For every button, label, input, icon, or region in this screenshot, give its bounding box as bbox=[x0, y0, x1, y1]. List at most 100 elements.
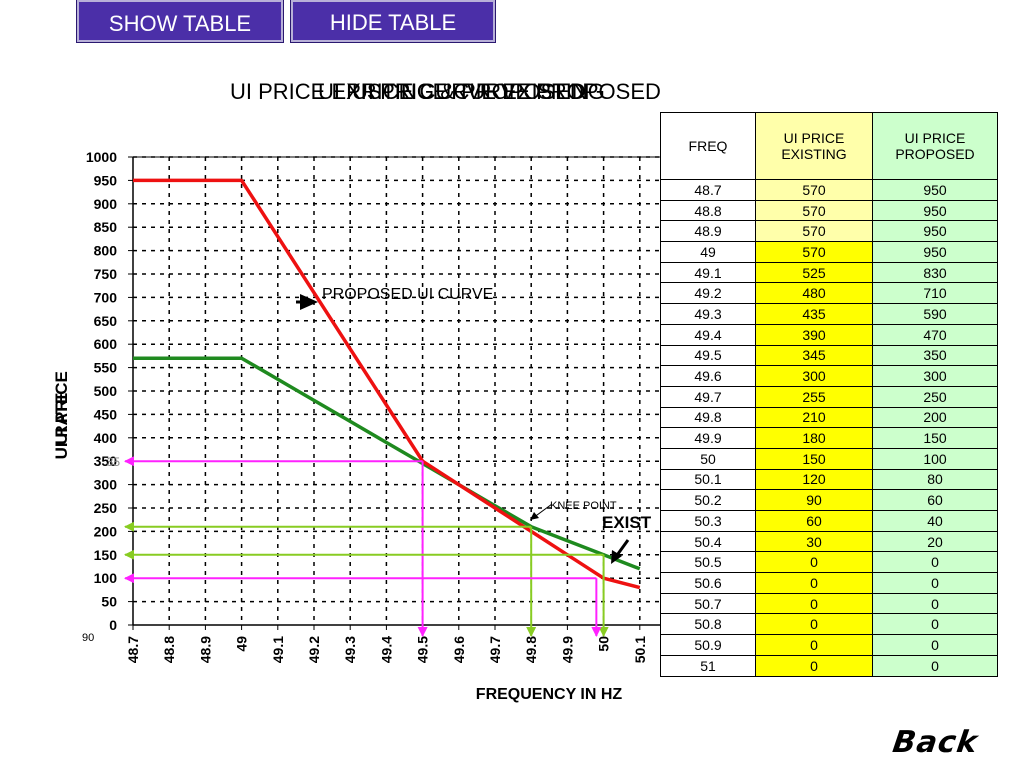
table-row: 50.9 0 0 bbox=[660, 634, 998, 656]
existing-curve-label: EXIST bbox=[602, 513, 652, 532]
cell-proposed: 830 bbox=[872, 261, 998, 284]
existing-series-line bbox=[133, 356, 641, 571]
y-tick-label: 350 bbox=[94, 453, 118, 469]
table-row: 50.6 0 0 bbox=[660, 572, 998, 594]
table-row: 49.3 435 590 bbox=[660, 303, 998, 325]
cell-existing: 390 bbox=[755, 323, 873, 346]
x-tick-label: 48.9 bbox=[197, 636, 213, 663]
x-tick-label: 49.8 bbox=[523, 636, 539, 663]
y-tick-label: 700 bbox=[94, 289, 118, 305]
cell-freq: 49.9 bbox=[660, 427, 756, 449]
cell-proposed: 950 bbox=[872, 220, 998, 243]
cell-freq: 49.8 bbox=[660, 406, 756, 429]
cell-freq: 50.3 bbox=[660, 510, 756, 532]
cell-existing: 525 bbox=[755, 261, 873, 284]
cell-freq: 50.5 bbox=[660, 551, 756, 574]
table-row: 49.7 255 250 bbox=[660, 385, 998, 408]
table-row: 50.2 90 60 bbox=[660, 489, 998, 511]
cell-existing: 570 bbox=[755, 220, 873, 243]
cell-freq: 50.7 bbox=[660, 592, 756, 615]
cell-freq: 49.1 bbox=[660, 261, 756, 284]
y-tick-label: 1000 bbox=[86, 149, 117, 165]
cell-freq: 49.3 bbox=[660, 303, 756, 325]
cell-existing: 0 bbox=[755, 613, 873, 636]
cell-freq: 50.4 bbox=[660, 530, 756, 553]
cell-proposed: 950 bbox=[872, 241, 998, 263]
cell-existing: 180 bbox=[755, 427, 873, 449]
table-row: 50.3 60 40 bbox=[660, 510, 998, 532]
cell-proposed: 590 bbox=[872, 303, 998, 325]
y-tick-label: 500 bbox=[94, 383, 118, 399]
cell-existing: 210 bbox=[755, 406, 873, 429]
cell-freq: 49.5 bbox=[660, 344, 756, 367]
chart-title-existing: UI PRICE CURVE EXISTING bbox=[318, 79, 605, 104]
ui-price-table: FREQ UI PRICE EXISTING UI PRICE PROPOSED… bbox=[660, 112, 998, 677]
cell-existing: 150 bbox=[755, 447, 873, 470]
x-tick-label: 49.7 bbox=[487, 636, 503, 663]
cell-proposed: 350 bbox=[872, 344, 998, 367]
table-row: 50.5 0 0 bbox=[660, 551, 998, 574]
cell-existing: 300 bbox=[755, 365, 873, 387]
cell-freq: 50.6 bbox=[660, 572, 756, 594]
chart-title-proposed: UI PRICE CURVE PROPOSED bbox=[352, 79, 661, 104]
stray-label-90: 90 bbox=[82, 632, 94, 644]
cell-existing: 0 bbox=[755, 551, 873, 574]
table-row: 51 0 0 bbox=[660, 654, 998, 677]
show-table-button[interactable]: SHOW TABLE bbox=[76, 0, 284, 43]
header-existing: UI PRICE EXISTING bbox=[755, 112, 873, 180]
table-row: 49.9 180 150 bbox=[660, 427, 998, 449]
cell-proposed: 200 bbox=[872, 406, 998, 429]
y-tick-label: 250 bbox=[94, 500, 118, 516]
cell-proposed: 40 bbox=[872, 510, 998, 532]
cell-existing: 0 bbox=[755, 634, 873, 656]
x-tick-label: 49.5 bbox=[415, 636, 431, 663]
header-freq: FREQ bbox=[660, 112, 756, 180]
cell-proposed: 150 bbox=[872, 427, 998, 449]
y-tick-label: 200 bbox=[94, 523, 118, 539]
chart-title-combined: UI PRICE EXISTING & PROPOSED bbox=[230, 79, 586, 104]
y-axis-title-overlap: UI RATE bbox=[52, 393, 71, 460]
chart-guides bbox=[124, 456, 609, 637]
x-tick-label: 49.4 bbox=[378, 636, 394, 663]
table-row: 50.8 0 0 bbox=[660, 613, 998, 636]
x-tick-label: 49.3 bbox=[342, 636, 358, 663]
cell-proposed: 0 bbox=[872, 572, 998, 594]
cell-proposed: 60 bbox=[872, 489, 998, 511]
table-row: 49.4 390 470 bbox=[660, 323, 998, 346]
y-axis-title: UI PRICE bbox=[52, 371, 71, 445]
table-row: 50.7 0 0 bbox=[660, 592, 998, 615]
cell-proposed: 950 bbox=[872, 199, 998, 222]
hide-table-button[interactable]: HIDE TABLE bbox=[290, 0, 496, 43]
x-tick-label: 49.6 bbox=[451, 636, 467, 663]
table-row: 49.2 480 710 bbox=[660, 282, 998, 305]
cell-existing: 0 bbox=[755, 654, 873, 677]
back-link[interactable]: Back bbox=[890, 725, 981, 760]
cell-freq: 49.6 bbox=[660, 365, 756, 387]
cell-proposed: 950 bbox=[872, 179, 998, 201]
cell-proposed: 300 bbox=[872, 365, 998, 387]
cell-proposed: 0 bbox=[872, 551, 998, 574]
knee-point-arrowhead bbox=[530, 512, 539, 520]
cell-existing: 255 bbox=[755, 385, 873, 408]
table-row: 49.1 525 830 bbox=[660, 261, 998, 284]
y-tick-label: 150 bbox=[94, 547, 118, 563]
cell-proposed: 100 bbox=[872, 447, 998, 470]
cell-existing: 90 bbox=[755, 489, 873, 511]
y-tick-label: 650 bbox=[94, 313, 118, 329]
y-tick-label: 50 bbox=[101, 594, 117, 610]
cell-freq: 51 bbox=[660, 654, 756, 677]
y-tick-label: 800 bbox=[94, 243, 118, 259]
cell-freq: 49.2 bbox=[660, 282, 756, 305]
cell-freq: 49.7 bbox=[660, 385, 756, 408]
cell-existing: 570 bbox=[755, 199, 873, 222]
x-tick-label: 49.1 bbox=[270, 636, 286, 663]
cell-proposed: 250 bbox=[872, 385, 998, 408]
x-tick-label: 49.2 bbox=[306, 636, 322, 663]
cell-existing: 30 bbox=[755, 530, 873, 553]
y-tick-label: 450 bbox=[94, 406, 118, 422]
cell-freq: 50.1 bbox=[660, 468, 756, 491]
y-tick-label: 600 bbox=[94, 336, 118, 352]
cell-existing: 570 bbox=[755, 241, 873, 263]
x-axis-title: FREQUENCY IN HZ bbox=[476, 686, 623, 703]
